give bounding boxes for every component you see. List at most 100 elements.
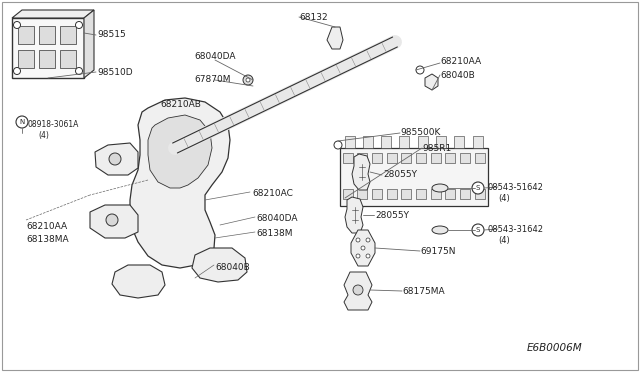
FancyBboxPatch shape [343,189,353,199]
Text: 69175N: 69175N [420,247,456,256]
Text: (4): (4) [38,131,49,140]
FancyBboxPatch shape [60,26,76,44]
Circle shape [366,238,370,242]
FancyBboxPatch shape [401,189,411,199]
Circle shape [172,144,179,151]
Ellipse shape [432,184,448,192]
Text: E6B0006M: E6B0006M [526,343,582,353]
Text: 68210AA: 68210AA [26,222,67,231]
Circle shape [356,238,360,242]
Circle shape [16,116,28,128]
Text: 68175MA: 68175MA [402,287,445,296]
FancyBboxPatch shape [418,136,428,148]
FancyBboxPatch shape [60,50,76,68]
Circle shape [168,141,182,155]
FancyBboxPatch shape [431,153,441,163]
Polygon shape [95,143,138,175]
Text: S: S [476,227,480,233]
Circle shape [334,141,342,149]
Circle shape [472,224,484,236]
Text: 68138M: 68138M [256,229,292,238]
FancyBboxPatch shape [475,153,485,163]
FancyBboxPatch shape [12,18,84,78]
FancyBboxPatch shape [475,189,485,199]
FancyBboxPatch shape [372,153,382,163]
Polygon shape [130,98,230,268]
Text: 985R1: 985R1 [422,144,451,153]
FancyBboxPatch shape [416,153,426,163]
Text: 98510D: 98510D [97,68,132,77]
Text: N: N [19,119,24,125]
Polygon shape [327,27,343,49]
Circle shape [366,254,370,258]
FancyBboxPatch shape [431,189,441,199]
FancyBboxPatch shape [454,136,464,148]
Circle shape [243,75,253,85]
FancyBboxPatch shape [401,153,411,163]
Text: 68210AC: 68210AC [252,189,293,198]
FancyBboxPatch shape [381,136,391,148]
Text: 28055Y: 28055Y [383,170,417,179]
Polygon shape [148,115,212,188]
Text: 08543-31642: 08543-31642 [488,225,544,234]
Text: 68138MA: 68138MA [26,235,68,244]
Text: 68040DA: 68040DA [194,52,236,61]
Text: S: S [476,185,480,191]
FancyBboxPatch shape [39,50,55,68]
Circle shape [246,78,250,82]
Text: 68210AB: 68210AB [160,100,201,109]
FancyBboxPatch shape [357,153,367,163]
FancyBboxPatch shape [387,153,397,163]
FancyBboxPatch shape [445,153,455,163]
FancyBboxPatch shape [18,26,34,44]
Circle shape [109,153,121,165]
Polygon shape [12,10,94,18]
Ellipse shape [432,226,448,234]
Circle shape [76,22,83,29]
FancyBboxPatch shape [399,136,409,148]
FancyBboxPatch shape [445,189,455,199]
FancyBboxPatch shape [436,136,446,148]
FancyBboxPatch shape [473,136,483,148]
Circle shape [13,67,20,74]
Text: 08918-3061A: 08918-3061A [28,120,79,129]
Text: (4): (4) [498,194,509,203]
Text: 68132: 68132 [299,13,328,22]
Circle shape [472,182,484,194]
Circle shape [353,285,363,295]
Polygon shape [352,154,370,190]
Circle shape [106,214,118,226]
FancyBboxPatch shape [416,189,426,199]
FancyBboxPatch shape [18,50,34,68]
Circle shape [13,22,20,29]
Text: 28055Y: 28055Y [375,211,409,220]
Polygon shape [345,197,363,233]
Polygon shape [90,205,138,238]
FancyBboxPatch shape [363,136,373,148]
Text: 98515: 98515 [97,30,125,39]
FancyBboxPatch shape [460,189,470,199]
Text: 67870M: 67870M [194,75,230,84]
FancyBboxPatch shape [340,148,488,206]
FancyBboxPatch shape [372,189,382,199]
Polygon shape [192,248,247,282]
Circle shape [76,67,83,74]
FancyBboxPatch shape [387,189,397,199]
FancyBboxPatch shape [343,153,353,163]
Polygon shape [425,74,438,90]
FancyBboxPatch shape [345,136,355,148]
FancyBboxPatch shape [357,189,367,199]
Polygon shape [351,230,375,266]
FancyBboxPatch shape [460,153,470,163]
Circle shape [356,254,360,258]
Polygon shape [112,265,165,298]
Text: (4): (4) [498,236,509,245]
Text: 68040DA: 68040DA [256,214,298,223]
Text: 985500K: 985500K [400,128,440,137]
FancyBboxPatch shape [39,26,55,44]
Circle shape [361,246,365,250]
Polygon shape [344,272,372,310]
Text: 68210AA: 68210AA [440,57,481,66]
Text: 68040B: 68040B [440,71,475,80]
Polygon shape [84,10,94,78]
